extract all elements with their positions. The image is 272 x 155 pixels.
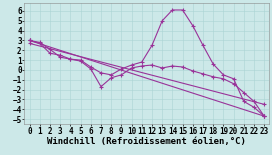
X-axis label: Windchill (Refroidissement éolien,°C): Windchill (Refroidissement éolien,°C) — [47, 137, 246, 146]
